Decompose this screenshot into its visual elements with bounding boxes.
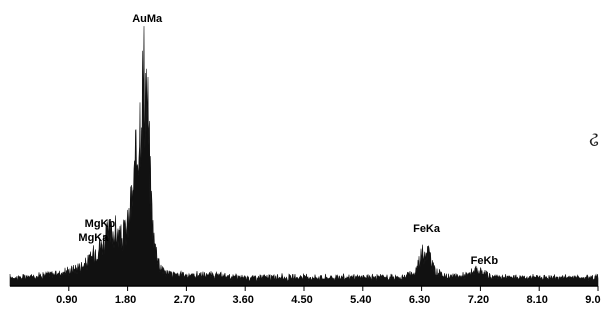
peak-label-mgka: MgKa: [78, 232, 109, 244]
x-tick-label: 1.80: [115, 294, 136, 306]
x-tick-label: 3.60: [232, 294, 253, 306]
x-tick-label: 2.70: [174, 294, 195, 306]
x-tick-label: 0.90: [56, 294, 77, 306]
x-tick-label: 9.00: [585, 294, 601, 306]
x-tick-label: 4.50: [291, 294, 312, 306]
x-tick-label: 5.40: [350, 294, 371, 306]
x-tick-label: 7.20: [468, 294, 489, 306]
peak-label-fekb: FeKb: [471, 255, 499, 267]
peak-label-feka: FeKa: [413, 223, 441, 235]
peak-label-auma: AuMa: [132, 13, 163, 25]
x-tick-label: 8.10: [526, 294, 547, 306]
peak-labels: AuMa MgKb MgKa FeKa FeKb: [78, 13, 498, 267]
stray-glyph: ઢ: [589, 127, 599, 151]
spectrum-plot: [9, 26, 599, 287]
x-tick-label: 6.30: [409, 294, 430, 306]
peak-label-mgkb: MgKb: [85, 218, 116, 230]
spectrum-trace: [9, 26, 599, 287]
x-axis-ticks: 0.90 1.80 2.70 3.60 4.50 5.40 6.30 7.20 8.10 9.00: [56, 286, 601, 306]
